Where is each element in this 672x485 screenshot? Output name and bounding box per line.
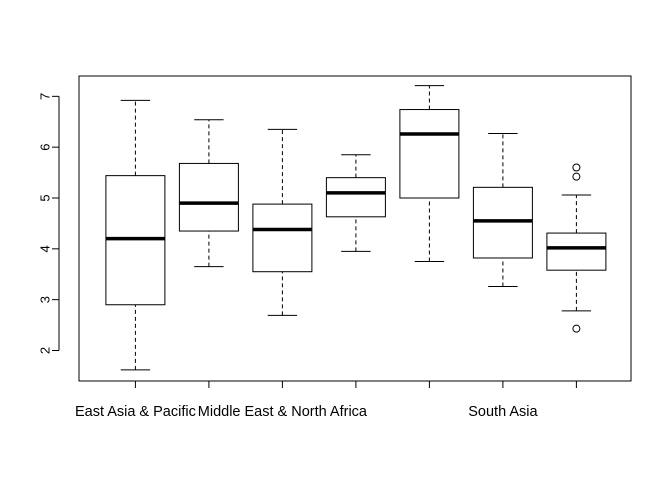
box-iqr <box>472 186 533 259</box>
box-iqr <box>399 109 460 199</box>
y-tick-label: 4 <box>38 245 53 252</box>
x-tick-label: Middle East & North Africa <box>198 404 368 420</box>
x-tick-label: East Asia & Pacific <box>75 404 196 420</box>
outlier-point <box>572 172 581 181</box>
y-tick-label: 6 <box>38 144 53 151</box>
y-tick-label: 3 <box>38 296 53 303</box>
outlier-point <box>572 324 581 333</box>
y-tick-label: 2 <box>38 347 53 354</box>
box-iqr <box>178 162 239 232</box>
outlier-point <box>572 163 581 172</box>
box-iqr <box>325 177 386 218</box>
x-tick-label: South Asia <box>468 404 538 420</box>
y-tick-label: 5 <box>38 194 53 201</box>
y-tick-label: 7 <box>38 93 53 100</box>
box-iqr <box>252 203 313 273</box>
box-iqr <box>546 232 607 271</box>
